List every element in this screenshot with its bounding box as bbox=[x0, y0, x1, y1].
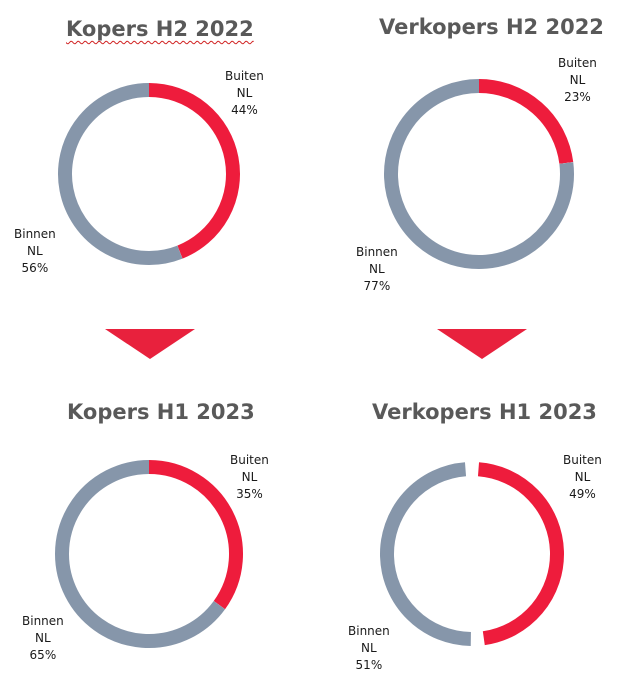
slice-label-buiten-nl: Buiten NL 44% bbox=[225, 68, 264, 119]
slice-label-binnen-nl: Binnen NL 77% bbox=[356, 244, 398, 295]
slice-label-line1: Buiten bbox=[230, 453, 269, 467]
slice-percent: 35% bbox=[236, 487, 263, 501]
slice-label-binnen-nl: Binnen NL 65% bbox=[22, 613, 64, 664]
slice-label-binnen-nl: Binnen NL 51% bbox=[348, 623, 390, 674]
donut-slice-buiten-nl bbox=[477, 462, 564, 646]
slice-percent: 49% bbox=[569, 487, 596, 501]
slice-label-line1: Binnen bbox=[22, 614, 64, 628]
slice-percent: 77% bbox=[363, 279, 391, 293]
donut-slice-binnen-nl bbox=[58, 83, 183, 265]
donut-slice-buiten-nl bbox=[148, 460, 243, 610]
slice-label-line1: Buiten bbox=[563, 453, 602, 467]
slice-label-line1: Binnen bbox=[348, 624, 390, 638]
slice-label-line2: NL bbox=[27, 244, 43, 258]
chart-title-kopers-h1-2023: Kopers H1 2023 bbox=[67, 400, 255, 424]
slice-label-buiten-nl: Buiten NL 35% bbox=[230, 452, 269, 503]
slice-border bbox=[378, 461, 472, 648]
slice-label-line2: NL bbox=[369, 262, 385, 276]
slice-percent: 65% bbox=[29, 648, 57, 662]
slice-label-line1: Buiten bbox=[225, 69, 264, 83]
slice-label-binnen-nl: Binnen NL 56% bbox=[14, 226, 56, 277]
slice-label-buiten-nl: Buiten NL 49% bbox=[563, 452, 602, 503]
down-arrow-icon bbox=[105, 329, 195, 359]
donut-slice-buiten-nl bbox=[478, 79, 574, 165]
chart-title-kopers-h2-2022: Kopers H2 2022 bbox=[66, 17, 254, 41]
down-arrow-icon bbox=[437, 329, 527, 359]
slice-label-line2: NL bbox=[574, 470, 591, 484]
slice-label-line1: Binnen bbox=[356, 245, 398, 259]
donut-slice-buiten-nl bbox=[148, 83, 240, 259]
donut-slice-binnen-nl bbox=[380, 462, 472, 646]
chart-title-verkopers-h1-2023: Verkopers H1 2023 bbox=[372, 400, 597, 424]
slice-label-line2: NL bbox=[361, 641, 377, 655]
slice-label-buiten-nl: Buiten NL 23% bbox=[558, 55, 597, 106]
slice-percent: 44% bbox=[231, 103, 258, 117]
slice-label-line2: NL bbox=[241, 470, 258, 484]
donut-slice-binnen-nl bbox=[384, 79, 574, 269]
chart-title-verkopers-h2-2022: Verkopers H2 2022 bbox=[379, 15, 604, 39]
slice-label-line2: NL bbox=[569, 73, 586, 87]
slice-percent: 56% bbox=[21, 261, 49, 275]
slice-percent: 51% bbox=[355, 658, 383, 672]
slice-label-line1: Binnen bbox=[14, 227, 56, 241]
slice-label-line2: NL bbox=[35, 631, 51, 645]
donut-slice-binnen-nl bbox=[55, 460, 226, 648]
slice-label-line1: Buiten bbox=[558, 56, 597, 70]
slice-border bbox=[477, 461, 566, 647]
slice-percent: 23% bbox=[564, 90, 591, 104]
slice-label-line2: NL bbox=[236, 86, 253, 100]
